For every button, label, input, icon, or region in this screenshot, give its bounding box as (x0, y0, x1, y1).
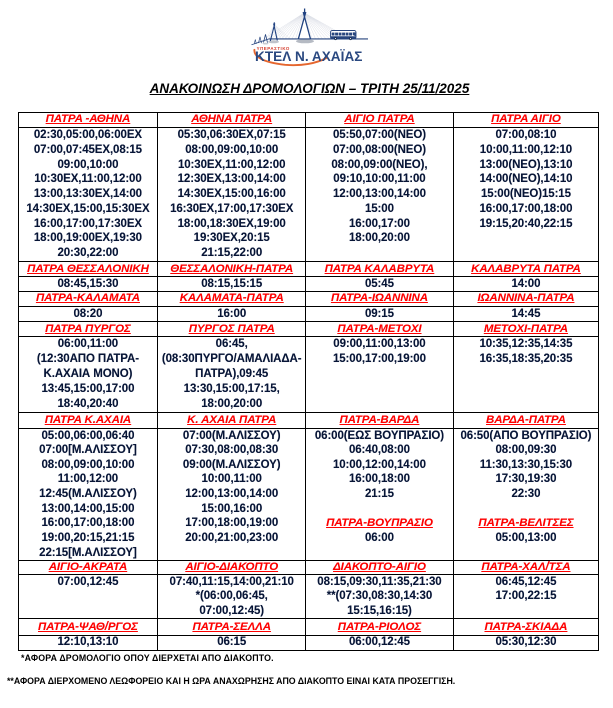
svg-text:ΥΠΕΡΑΣΤΙΚΟ: ΥΠΕΡΑΣΤΙΚΟ (257, 46, 290, 51)
svg-text:ΚΤΕΛ Ν. ΑΧΑΪΑΣ: ΚΤΕΛ Ν. ΑΧΑΪΑΣ (255, 49, 362, 64)
